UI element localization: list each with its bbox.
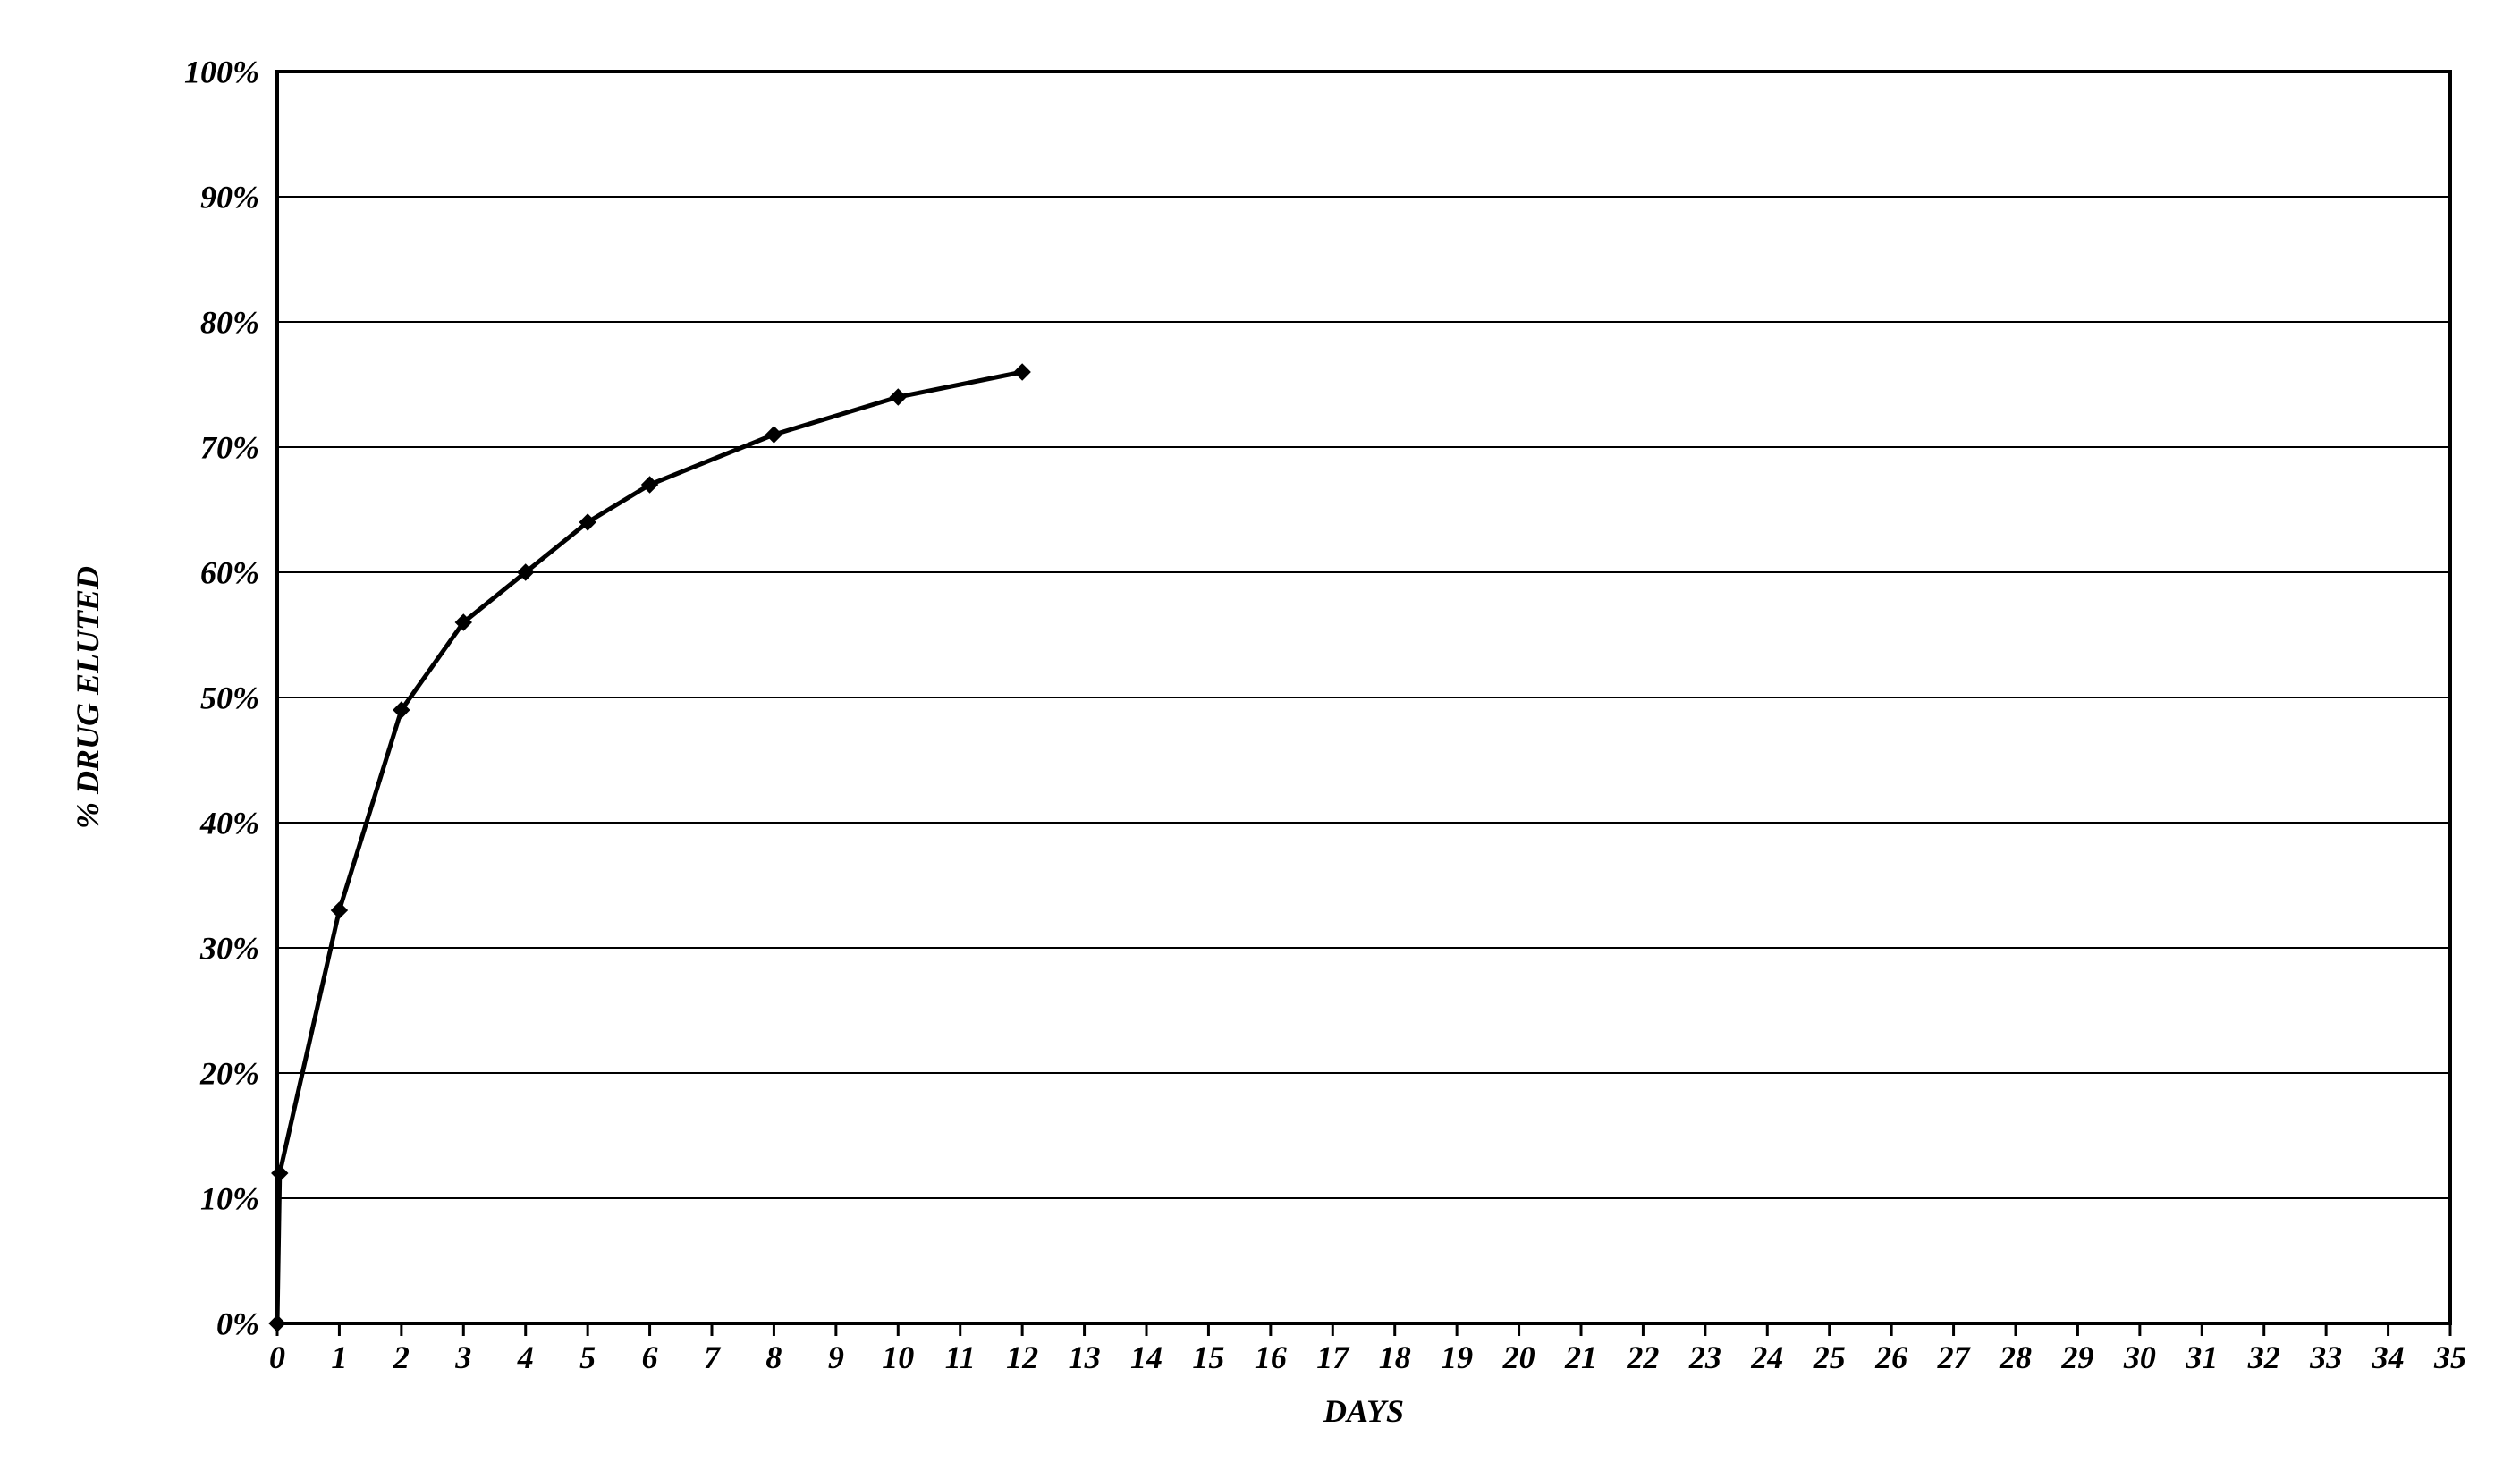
x-tick-label: 1	[331, 1340, 347, 1375]
y-tick-label: 40%	[199, 806, 259, 841]
x-tick-label: 30	[2123, 1340, 2156, 1375]
x-tick-label: 34	[2372, 1340, 2405, 1375]
x-tick-label: 3	[454, 1340, 471, 1375]
x-tick-label: 18	[1379, 1340, 1411, 1375]
x-tick-label: 25	[1813, 1340, 1846, 1375]
x-tick-label: 32	[2247, 1340, 2280, 1375]
y-tick-label: 10%	[200, 1181, 259, 1217]
x-tick-label: 17	[1316, 1340, 1350, 1375]
y-tick-label: 20%	[199, 1056, 259, 1092]
x-tick-label: 13	[1069, 1340, 1101, 1375]
x-tick-label: 26	[1874, 1340, 1907, 1375]
chart-bg	[0, 0, 2520, 1479]
x-tick-label: 6	[642, 1340, 658, 1375]
x-tick-label: 9	[828, 1340, 844, 1375]
x-tick-label: 16	[1255, 1340, 1287, 1375]
x-tick-label: 31	[2185, 1340, 2218, 1375]
x-tick-label: 33	[2309, 1340, 2342, 1375]
x-tick-label: 24	[1750, 1340, 1783, 1375]
x-tick-label: 27	[1937, 1340, 1972, 1375]
y-tick-label: 80%	[200, 305, 259, 341]
x-tick-label: 8	[765, 1340, 782, 1375]
x-tick-label: 5	[579, 1340, 596, 1375]
x-tick-label: 23	[1688, 1340, 1721, 1375]
x-axis-label: DAYS	[1323, 1393, 1404, 1429]
y-tick-label: 90%	[200, 180, 259, 216]
x-tick-label: 35	[2433, 1340, 2466, 1375]
x-tick-label: 19	[1441, 1340, 1473, 1375]
x-tick-label: 7	[704, 1340, 722, 1375]
y-tick-label: 50%	[200, 680, 259, 716]
y-tick-label: 100%	[184, 55, 259, 90]
line-chart: 0123456789101112131415161718192021222324…	[0, 0, 2520, 1479]
y-tick-label: 60%	[200, 555, 259, 591]
x-tick-label: 20	[1502, 1340, 1535, 1375]
y-tick-label: 70%	[200, 430, 259, 466]
x-tick-label: 21	[1564, 1340, 1597, 1375]
x-tick-label: 15	[1192, 1340, 1224, 1375]
x-tick-label: 4	[517, 1340, 534, 1375]
x-tick-label: 2	[393, 1340, 410, 1375]
x-tick-label: 28	[1999, 1340, 2032, 1375]
x-tick-label: 29	[2060, 1340, 2093, 1375]
x-tick-label: 0	[269, 1340, 285, 1375]
x-tick-label: 11	[945, 1340, 976, 1375]
y-tick-label: 0%	[216, 1306, 259, 1342]
x-tick-label: 12	[1006, 1340, 1038, 1375]
x-tick-label: 14	[1130, 1340, 1163, 1375]
x-tick-label: 10	[882, 1340, 914, 1375]
y-tick-label: 30%	[199, 931, 259, 967]
x-tick-label: 22	[1626, 1340, 1659, 1375]
y-axis-label: % DRUG ELUTED	[70, 566, 106, 829]
chart-container: 0123456789101112131415161718192021222324…	[0, 0, 2520, 1479]
